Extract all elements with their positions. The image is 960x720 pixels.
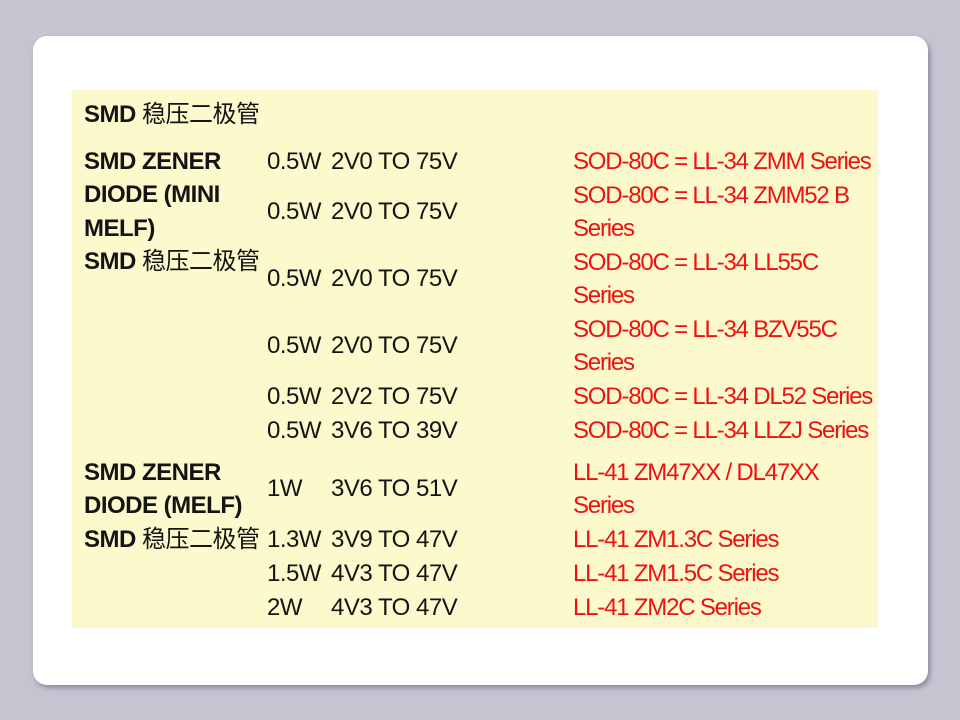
power-cell: 0.5W (267, 265, 322, 293)
section-name-cjk: 稳压二极管 (142, 525, 260, 553)
table-row: 1.3W 3V9 TO 47V LL-41 ZM1.3C Series (267, 523, 878, 557)
slide-card: SMD 稳压二极管 SMD ZENER DIODE (MINI MELF) SM… (33, 36, 928, 685)
section-rows: 0.5W 2V0 TO 75V SOD-80C = LL-34 ZMM Seri… (267, 145, 878, 448)
voltage-range-cell: 2V0 TO 75V (331, 147, 458, 175)
power-cell: 1.5W (267, 559, 322, 587)
table-row: 0.5W 2V0 TO 75V SOD-80C = LL-34 LL55C Se… (267, 246, 878, 313)
series-cell: SOD-80C = LL-34 LL55C Series (573, 248, 819, 310)
power-cell: 0.5W (267, 198, 322, 226)
series-cell: SOD-80C = LL-34 DL52 Series (573, 382, 873, 410)
series-cell: SOD-80C = LL-34 BZV55C Series (573, 315, 838, 377)
section-name-en: SMD ZENER DIODE (MINI MELF) (84, 147, 221, 242)
section-name-prefix: SMD (84, 248, 136, 275)
series-cell: LL-41 ZM1.5C Series (573, 559, 779, 587)
section-mini-melf: SMD ZENER DIODE (MINI MELF) SMD 稳压二极管 0.… (84, 145, 878, 448)
header-cjk-label: 稳压二极管 (142, 101, 260, 128)
section-name-cjk: 稳压二极管 (142, 248, 260, 275)
section-label: SMD ZENER DIODE (MINI MELF) SMD 稳压二极管 (84, 145, 267, 279)
table-row: 0.5W 2V2 TO 75V SOD-80C = LL-34 DL52 Ser… (267, 380, 878, 414)
power-cell: 0.5W (267, 382, 322, 410)
section-rows: 1W 3V6 TO 51V LL-41 ZM47XX / DL47XX Seri… (267, 456, 878, 625)
header-prefix: SMD (84, 101, 136, 128)
voltage-range-cell: 3V9 TO 47V (331, 525, 458, 553)
section-label: SMD ZENER DIODE (MELF) SMD 稳压二极管 (84, 456, 267, 557)
section-name-en: SMD ZENER DIODE (MELF) (84, 458, 242, 520)
table-row: 2W 4V3 TO 47V LL-41 ZM2C Series (267, 591, 878, 625)
section-name-prefix: SMD (84, 525, 136, 553)
power-cell: 2W (267, 593, 303, 621)
voltage-range-cell: 4V3 TO 47V (331, 593, 458, 621)
series-cell: SOD-80C = LL-34 LLZJ Series (573, 416, 869, 444)
power-cell: 1.3W (267, 525, 322, 553)
series-cell: LL-41 ZM47XX / DL47XX Series (573, 458, 820, 520)
series-cell: SOD-80C = LL-34 ZMM52 B Series (573, 181, 850, 243)
voltage-range-cell: 2V0 TO 75V (331, 265, 458, 293)
table-row: 0.5W 3V6 TO 39V SOD-80C = LL-34 LLZJ Ser… (267, 414, 878, 448)
table-header: SMD 稳压二极管 (84, 98, 878, 132)
table-row: 0.5W 2V0 TO 75V SOD-80C = LL-34 BZV55C S… (267, 313, 878, 380)
series-cell: LL-41 ZM1.3C Series (573, 525, 779, 553)
voltage-range-cell: 4V3 TO 47V (331, 559, 458, 587)
product-table-panel: SMD 稳压二极管 SMD ZENER DIODE (MINI MELF) SM… (72, 90, 878, 628)
power-cell: 0.5W (267, 416, 322, 444)
series-cell: SOD-80C = LL-34 ZMM Series (573, 147, 872, 175)
series-cell: LL-41 ZM2C Series (573, 593, 762, 621)
voltage-range-cell: 2V0 TO 75V (331, 198, 458, 226)
voltage-range-cell: 2V0 TO 75V (331, 332, 458, 360)
table-row: 0.5W 2V0 TO 75V SOD-80C = LL-34 ZMM Seri… (267, 145, 878, 179)
voltage-range-cell: 3V6 TO 51V (331, 475, 458, 503)
table-row: 1.5W 4V3 TO 47V LL-41 ZM1.5C Series (267, 557, 878, 591)
power-cell: 0.5W (267, 332, 322, 360)
table-row: 0.5W 2V0 TO 75V SOD-80C = LL-34 ZMM52 B … (267, 179, 878, 246)
table-row: 1W 3V6 TO 51V LL-41 ZM47XX / DL47XX Seri… (267, 456, 878, 523)
voltage-range-cell: 2V2 TO 75V (331, 382, 458, 410)
power-cell: 0.5W (267, 147, 322, 175)
power-cell: 1W (267, 475, 303, 503)
voltage-range-cell: 3V6 TO 39V (331, 416, 458, 444)
section-melf: SMD ZENER DIODE (MELF) SMD 稳压二极管 1W 3V6 … (84, 456, 878, 625)
